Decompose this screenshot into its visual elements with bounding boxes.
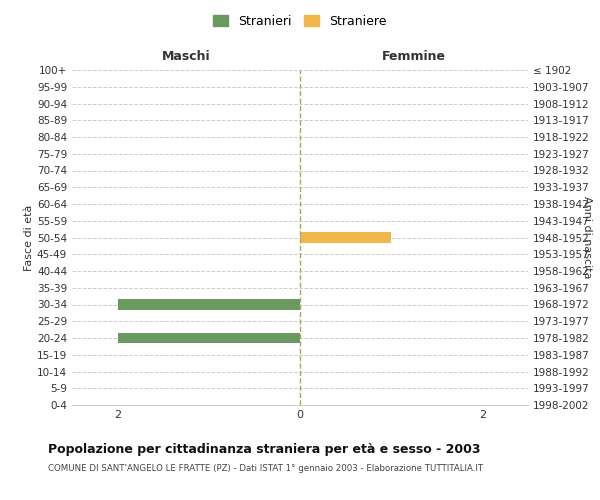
Text: COMUNE DI SANT'ANGELO LE FRATTE (PZ) - Dati ISTAT 1° gennaio 2003 - Elaborazione: COMUNE DI SANT'ANGELO LE FRATTE (PZ) - D… [48,464,483,473]
Legend: Stranieri, Straniere: Stranieri, Straniere [209,11,391,32]
Bar [300,232,391,242]
Y-axis label: Anni di nascita: Anni di nascita [583,196,592,279]
Text: Femmine: Femmine [382,50,446,64]
Y-axis label: Fasce di età: Fasce di età [24,204,34,270]
Text: Popolazione per cittadinanza straniera per età e sesso - 2003: Popolazione per cittadinanza straniera p… [48,442,481,456]
Bar [118,300,300,310]
Bar [118,333,300,343]
Text: Maschi: Maschi [161,50,211,64]
